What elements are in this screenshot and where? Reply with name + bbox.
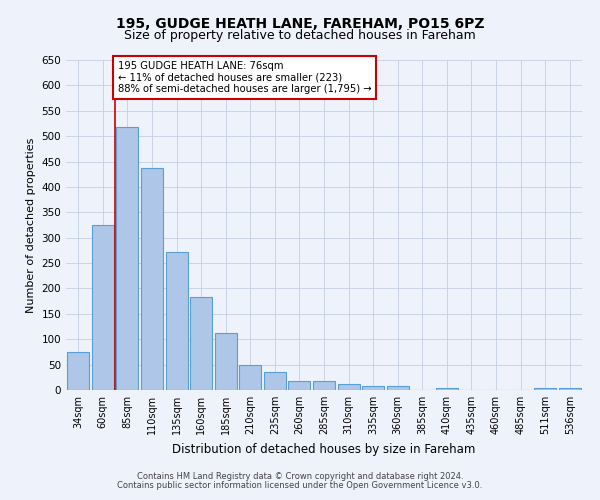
Text: Contains public sector information licensed under the Open Government Licence v3: Contains public sector information licen… <box>118 481 482 490</box>
Bar <box>239 364 262 390</box>
Bar <box>67 352 89 390</box>
Bar <box>190 297 212 390</box>
Y-axis label: Number of detached properties: Number of detached properties <box>26 138 36 312</box>
X-axis label: Distribution of detached houses by size in Fareham: Distribution of detached houses by size … <box>172 442 476 456</box>
Bar <box>116 127 139 390</box>
Bar <box>436 388 458 390</box>
Bar <box>313 381 335 390</box>
Bar <box>141 168 163 390</box>
Text: Size of property relative to detached houses in Fareham: Size of property relative to detached ho… <box>124 29 476 42</box>
Bar <box>534 388 556 390</box>
Bar <box>386 386 409 390</box>
Bar <box>559 388 581 390</box>
Text: 195 GUDGE HEATH LANE: 76sqm
← 11% of detached houses are smaller (223)
88% of se: 195 GUDGE HEATH LANE: 76sqm ← 11% of det… <box>118 61 371 94</box>
Bar <box>92 225 114 390</box>
Bar <box>362 386 384 390</box>
Text: Contains HM Land Registry data © Crown copyright and database right 2024.: Contains HM Land Registry data © Crown c… <box>137 472 463 481</box>
Bar <box>166 252 188 390</box>
Bar <box>264 372 286 390</box>
Bar <box>289 381 310 390</box>
Text: 195, GUDGE HEATH LANE, FAREHAM, PO15 6PZ: 195, GUDGE HEATH LANE, FAREHAM, PO15 6PZ <box>116 18 484 32</box>
Bar <box>338 384 359 390</box>
Bar <box>215 332 237 390</box>
